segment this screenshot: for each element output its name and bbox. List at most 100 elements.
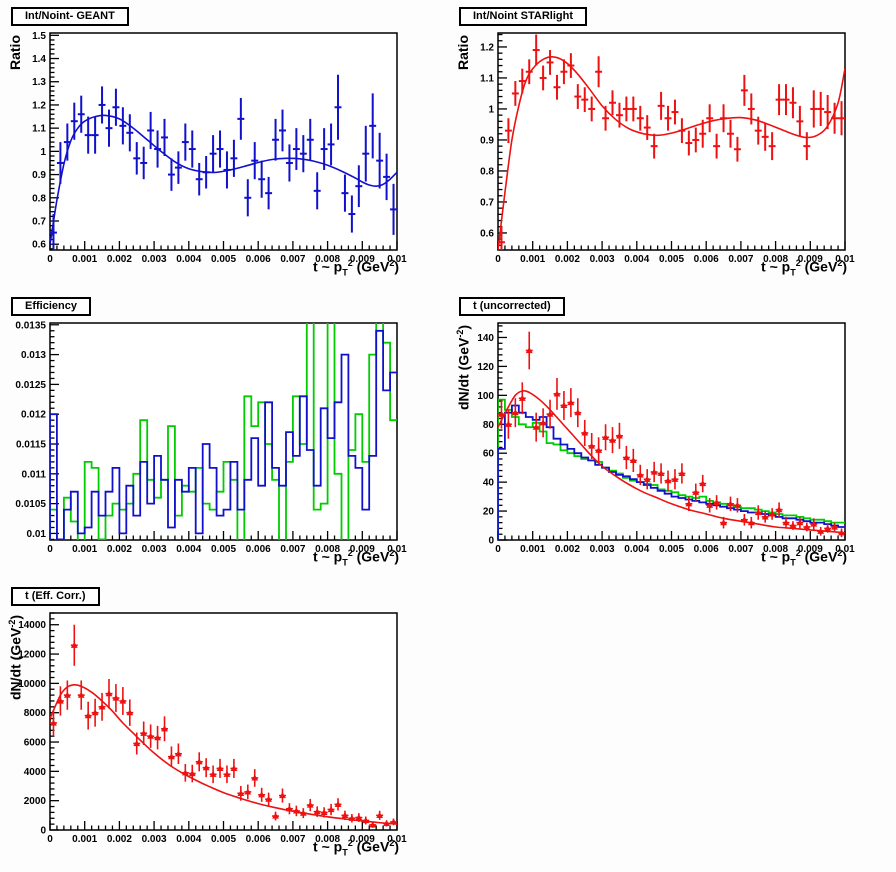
svg-text:1.5: 1.5 [32, 31, 46, 42]
axis-ticks [497, 33, 846, 250]
svg-text:0.009: 0.009 [798, 254, 823, 265]
svg-text:4000: 4000 [24, 767, 47, 778]
starlight-ratio-fit-curve [498, 56, 845, 250]
pad-title: Int/Noint STARlight [473, 10, 573, 22]
axis-tick-labels: 0 0.001 0.002 0.003 0.004 0.005 0.006 0.007 0.00… [15, 320, 407, 555]
pad-title: Int/Noint- GEANT [25, 10, 115, 22]
svg-text:0.005: 0.005 [211, 544, 236, 555]
svg-text:0: 0 [488, 536, 494, 547]
svg-text:0.01: 0.01 [835, 544, 855, 555]
svg-text:0.004: 0.004 [176, 544, 201, 555]
svg-text:0.007: 0.007 [280, 544, 305, 555]
svg-text:0.007: 0.007 [728, 254, 753, 265]
svg-text:0.008: 0.008 [315, 544, 340, 555]
svg-text:0.001: 0.001 [72, 254, 97, 265]
svg-text:0.007: 0.007 [280, 254, 305, 265]
axis-ticks [49, 34, 398, 250]
svg-text:0.011: 0.011 [22, 469, 47, 480]
svg-text:0.7: 0.7 [480, 197, 494, 208]
axis-tick-labels: 0 0.001 0.002 0.003 0.004 0.005 0.006 0.007 0.00… [32, 31, 407, 265]
x-axis-title: t ~ pT2 (GeV2) [761, 548, 847, 568]
svg-text:0.0135: 0.0135 [15, 320, 46, 331]
plot-frame [49, 322, 398, 541]
svg-text:10000: 10000 [18, 679, 46, 690]
svg-text:0.005: 0.005 [659, 544, 684, 555]
svg-text:0.01: 0.01 [387, 544, 407, 555]
svg-text:0.004: 0.004 [176, 834, 201, 845]
pad-title: Efficiency [25, 300, 77, 312]
svg-text:140: 140 [477, 333, 494, 344]
svg-text:0.007: 0.007 [728, 544, 753, 555]
pad-title-box: t (Eff. Corr.) [11, 587, 100, 606]
svg-text:0.002: 0.002 [107, 254, 132, 265]
svg-text:1.2: 1.2 [480, 42, 494, 53]
svg-text:12000: 12000 [18, 650, 46, 661]
svg-text:0.6: 0.6 [480, 228, 494, 239]
svg-text:0.008: 0.008 [315, 834, 340, 845]
svg-text:0.006: 0.006 [694, 254, 719, 265]
svg-text:0.002: 0.002 [107, 544, 132, 555]
svg-text:0.9: 0.9 [32, 170, 46, 181]
plot-frame [49, 612, 398, 831]
svg-text:0: 0 [495, 544, 501, 555]
svg-text:0.012: 0.012 [21, 410, 46, 421]
svg-text:1: 1 [488, 104, 494, 115]
pad-int-noint-geant: 0 0.001 0.002 0.003 0.004 0.005 0.006 0.007 0.00… [0, 0, 448, 290]
x-axis-title: t ~ pT2 (GeV2) [761, 258, 847, 278]
geant-ratio-points [50, 74, 397, 250]
svg-text:0.005: 0.005 [211, 834, 236, 845]
svg-text:0.013: 0.013 [21, 350, 46, 361]
pad-title: t (uncorrected) [473, 300, 551, 312]
svg-text:0: 0 [47, 834, 53, 845]
svg-text:0.001: 0.001 [72, 834, 97, 845]
geant-ratio-fit-curve [50, 114, 397, 245]
pad-title: t (Eff. Corr.) [25, 590, 86, 602]
uncorrected-fit-curve [498, 390, 845, 534]
axis-tick-labels: 0 0.001 0.002 0.003 0.004 0.005 0.006 0.007 0.00… [18, 620, 407, 845]
svg-text:0.001: 0.001 [72, 544, 97, 555]
svg-text:0.007: 0.007 [280, 834, 305, 845]
pad-title-box: Efficiency [11, 297, 91, 316]
pad-t-eff-corr: 0 0.001 0.002 0.003 0.004 0.005 0.006 0.007 0.00… [0, 580, 448, 872]
svg-text:0.9: 0.9 [480, 135, 494, 146]
svg-text:1.2: 1.2 [32, 100, 46, 111]
svg-text:0: 0 [40, 826, 46, 837]
svg-text:0.006: 0.006 [694, 544, 719, 555]
pad-efficiency: 0 0.001 0.002 0.003 0.004 0.005 0.006 0.007 0.00… [0, 290, 448, 580]
svg-text:100: 100 [477, 391, 494, 402]
axis-ticks [497, 325, 846, 541]
plot-svg: 0 0.001 0.002 0.003 0.004 0.005 0.006 0.007 0.00… [480, 32, 855, 265]
x-axis-title: t ~ pT2 (GeV2) [313, 838, 399, 858]
svg-text:0.009: 0.009 [350, 544, 375, 555]
svg-text:20: 20 [483, 507, 495, 518]
svg-text:0.005: 0.005 [659, 254, 684, 265]
svg-text:0.01: 0.01 [27, 529, 47, 540]
y-axis-title: Ratio [7, 35, 23, 70]
svg-text:0.002: 0.002 [107, 834, 132, 845]
axis-ticks [49, 612, 398, 831]
efficiency-green-hist [50, 323, 397, 540]
axis-tick-labels: 0 0.001 0.002 0.003 0.004 0.005 0.006 0.007 0.00… [477, 333, 855, 555]
svg-text:0.006: 0.006 [246, 254, 271, 265]
svg-text:0.001: 0.001 [520, 544, 545, 555]
x-axis-title: t ~ pT2 (GeV2) [313, 258, 399, 278]
plot-frame [497, 32, 846, 251]
y-axis-title: dN/dt (GeV-2) [7, 614, 24, 700]
svg-text:0.005: 0.005 [211, 254, 236, 265]
plot-svg: 0 0.001 0.002 0.003 0.004 0.005 0.006 0.007 0.00… [18, 612, 407, 845]
y-axis-title: dN/dt (GeV-2) [455, 324, 472, 410]
svg-text:0.7: 0.7 [32, 216, 46, 227]
effcorr-data-points [50, 624, 397, 828]
svg-text:0.002: 0.002 [555, 254, 580, 265]
svg-text:0.004: 0.004 [624, 544, 649, 555]
svg-text:0.8: 0.8 [32, 193, 46, 204]
svg-text:0.009: 0.009 [798, 544, 823, 555]
svg-text:60: 60 [483, 449, 495, 460]
uncorrected-data-points [498, 331, 845, 538]
svg-text:0.01: 0.01 [387, 254, 407, 265]
pad-title-box: t (uncorrected) [459, 297, 565, 316]
pad-int-noint-starlight: 0 0.001 0.002 0.003 0.004 0.005 0.006 0.007 0.00… [448, 0, 896, 290]
svg-text:0: 0 [47, 254, 53, 265]
svg-text:0.003: 0.003 [142, 834, 167, 845]
